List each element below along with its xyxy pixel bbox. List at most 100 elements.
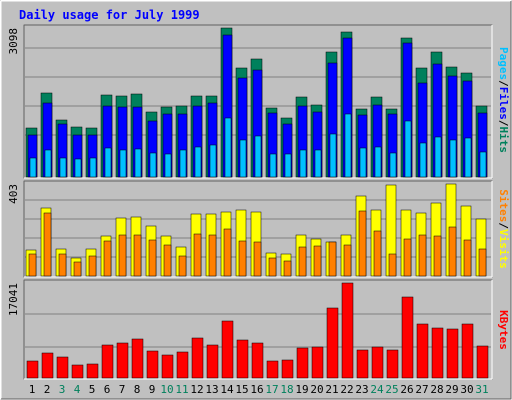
pages-bar-day-5 (89, 157, 97, 178)
sites-bar-day-25 (388, 253, 397, 277)
sites-bar-day-1 (28, 253, 37, 277)
day-label-19: 19 (295, 383, 308, 396)
day-label-22: 22 (340, 383, 353, 396)
kbytes-bar-day-19 (296, 347, 309, 379)
sites-bar-day-3 (58, 253, 67, 277)
legend-: / (497, 120, 510, 127)
pages-bar-day-8 (134, 148, 142, 178)
kbytes-bar-day-28 (431, 327, 444, 379)
kbytes-bar-day-9 (146, 350, 159, 379)
kbytes-bar-day-31 (476, 345, 489, 379)
kbytes-bar-day-13 (206, 344, 219, 379)
pages-bar-day-29 (449, 139, 457, 178)
sites-bar-day-24 (373, 230, 382, 277)
kbytes-bar-day-8 (131, 338, 144, 379)
pages-bar-day-2 (44, 149, 52, 178)
sites-bar-day-15 (238, 240, 247, 277)
day-label-31: 31 (475, 383, 488, 396)
pages-bar-day-24 (374, 146, 382, 178)
day-label-3: 3 (59, 383, 66, 396)
sites-bar-day-23 (358, 210, 367, 277)
kbytes-bar-day-25 (386, 349, 399, 379)
legend-files: Files (497, 87, 510, 120)
kbytes-bar-day-26 (401, 296, 414, 379)
series-legend: Sites/Visits (497, 189, 510, 269)
sites-bar-day-29 (448, 226, 457, 277)
kbytes-bar-day-18 (281, 359, 294, 379)
day-label-28: 28 (430, 383, 443, 396)
pages-bar-day-3 (59, 157, 67, 178)
kbytes-bar-day-4 (71, 364, 84, 379)
pages-bar-day-26 (404, 120, 412, 178)
day-label-15: 15 (235, 383, 248, 396)
legend-pages: Pages (497, 47, 510, 80)
day-label-26: 26 (400, 383, 413, 396)
day-label-24: 24 (370, 383, 384, 396)
day-label-14: 14 (220, 383, 234, 396)
legend-: / (497, 80, 510, 87)
sites-bar-day-10 (163, 244, 172, 277)
kbytes-bar-day-20 (311, 346, 324, 379)
pages-bar-day-19 (299, 149, 307, 178)
pages-bar-day-10 (164, 153, 172, 178)
sites-bar-day-30 (463, 239, 472, 277)
day-label-23: 23 (355, 383, 368, 396)
sites-bar-day-12 (193, 233, 202, 277)
kbytes-bar-day-15 (236, 339, 249, 379)
series-legend: KBytes (497, 310, 510, 350)
kbytes-bar-day-2 (41, 352, 54, 379)
sites-bar-day-20 (313, 245, 322, 277)
sites-bar-day-17 (268, 257, 277, 277)
kbytes-bar-day-29 (446, 328, 459, 379)
sites-bar-day-26 (403, 238, 412, 277)
kbytes-bar-day-12 (191, 337, 204, 379)
y-max-label: 3098 (7, 28, 20, 55)
kbytes-bar-day-27 (416, 323, 429, 379)
y-max-labels: 3098 403 17041 (7, 28, 20, 316)
day-label-16: 16 (250, 383, 263, 396)
kbytes-bar-day-1 (26, 360, 39, 379)
day-label-25: 25 (385, 383, 398, 396)
chart-title: Daily usage for July 1999 (19, 8, 200, 22)
kbytes-bar-day-24 (371, 346, 384, 379)
pages-bar-day-17 (269, 153, 277, 178)
kbytes-bar-day-21 (326, 307, 339, 379)
day-label-8: 8 (134, 383, 141, 396)
day-label-21: 21 (325, 383, 338, 396)
legend-hits: Hits (497, 127, 510, 154)
pages-bar-day-4 (74, 158, 82, 178)
kbytes-bar-day-7 (116, 342, 129, 379)
kbytes-bar-day-10 (161, 354, 174, 379)
day-label-10: 10 (160, 383, 173, 396)
pages-bar-day-30 (464, 137, 472, 178)
pages-bar-day-12 (194, 146, 202, 178)
kbytes-bar-day-5 (86, 363, 99, 379)
pages-bar-day-18 (284, 153, 292, 178)
pages-bar-day-28 (434, 136, 442, 178)
kbytes-bar-day-11 (176, 351, 189, 379)
day-label-6: 6 (104, 383, 111, 396)
sites-bar-day-11 (178, 255, 187, 277)
sites-bar-day-7 (118, 234, 127, 277)
day-label-30: 30 (460, 383, 473, 396)
pages-bar-day-9 (149, 152, 157, 178)
day-label-18: 18 (280, 383, 293, 396)
pages-bar-day-1 (29, 157, 37, 178)
sites-bar-day-6 (103, 240, 112, 277)
sites-bar-day-2 (43, 212, 52, 277)
y-max-label: 403 (7, 184, 20, 204)
sites-bar-day-9 (148, 239, 157, 277)
pages-bar-day-31 (479, 151, 487, 178)
sites-bar-day-22 (343, 244, 352, 277)
legend-: / (497, 222, 510, 229)
legend-visits: Visits (497, 229, 510, 269)
sites-bar-day-27 (418, 234, 427, 277)
bars-layer (25, 27, 489, 379)
day-label-9: 9 (149, 383, 156, 396)
sites-bar-day-16 (253, 241, 262, 277)
day-label-12: 12 (190, 383, 203, 396)
pages-bar-day-13 (209, 144, 217, 178)
day-label-11: 11 (175, 383, 188, 396)
